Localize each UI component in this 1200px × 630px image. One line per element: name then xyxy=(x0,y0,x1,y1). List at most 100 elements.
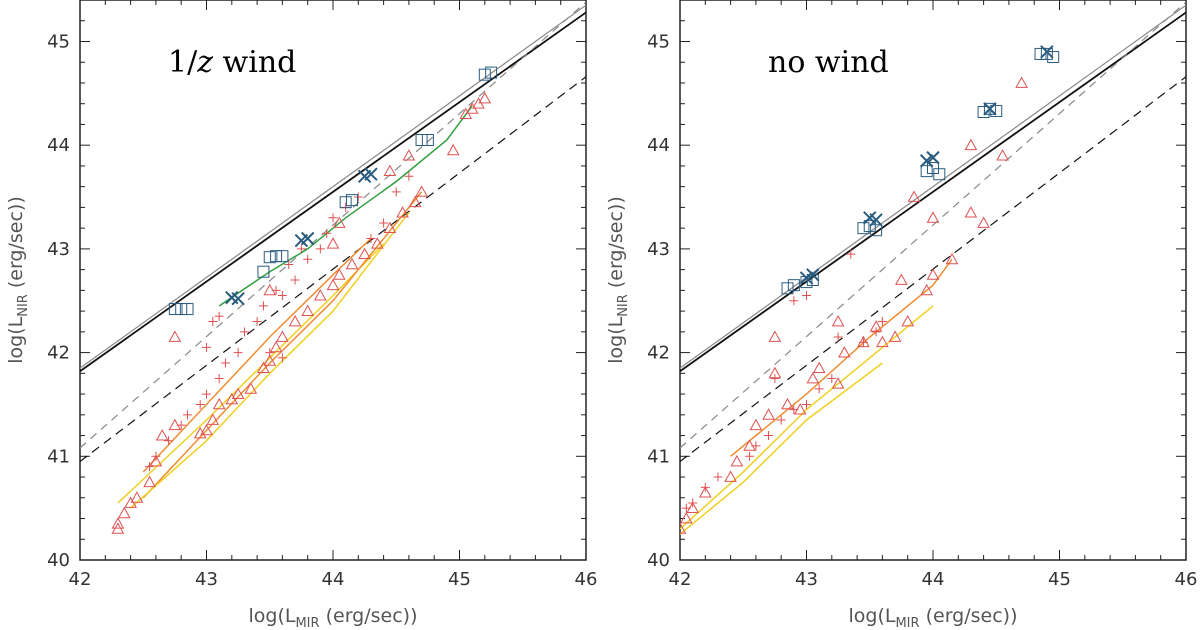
plus-marker xyxy=(379,218,389,228)
triangle-marker xyxy=(143,475,156,488)
plus-marker xyxy=(391,187,401,197)
square-marker xyxy=(983,102,996,115)
square-marker xyxy=(857,222,870,235)
plus-marker xyxy=(366,234,376,244)
x-axis-label-suffix: (erg/sec)) xyxy=(320,605,418,627)
y-tick-label: 41 xyxy=(47,446,70,467)
x-axis-label: log(LMIR (erg/sec)) xyxy=(248,605,417,630)
triangle-marker xyxy=(326,237,340,249)
plus-marker xyxy=(296,244,306,254)
square-marker xyxy=(920,165,933,178)
plus-marker xyxy=(151,451,161,461)
triangle-marker xyxy=(781,397,794,410)
triangle-marker xyxy=(155,429,169,441)
square-marker xyxy=(168,303,181,316)
plus-marker xyxy=(833,332,843,342)
square-marker xyxy=(787,279,800,292)
cross-marker xyxy=(926,150,940,165)
reference-line-dashed-grey xyxy=(680,1,1186,449)
plus-marker xyxy=(770,374,780,384)
triangle-marker xyxy=(793,403,807,415)
x-tick-label: 43 xyxy=(195,569,218,590)
x-tick-label: 42 xyxy=(69,569,92,590)
plus-marker xyxy=(239,327,249,337)
y-tick-label: 43 xyxy=(47,239,70,260)
triangle-marker xyxy=(383,221,397,233)
plus-marker xyxy=(303,254,313,264)
triangle-marker xyxy=(762,408,775,420)
panel-title-prefix: no wind xyxy=(768,45,889,80)
cross-marker xyxy=(863,211,877,225)
triangle-marker xyxy=(724,470,737,482)
plus-marker xyxy=(802,399,811,409)
triangle-marker xyxy=(358,247,371,259)
triangle-marker xyxy=(831,314,845,327)
plus-marker xyxy=(751,441,761,451)
cross-marker xyxy=(806,268,820,282)
plus-marker xyxy=(176,420,186,430)
panel-title-suffix: wind xyxy=(213,45,296,80)
plus-marker xyxy=(802,291,811,301)
plot-area xyxy=(680,1,1186,535)
plus-marker xyxy=(214,311,224,321)
square-marker xyxy=(781,282,794,295)
triangle-marker xyxy=(168,330,182,342)
plus-marker xyxy=(284,259,294,269)
triangle-marker xyxy=(383,164,397,176)
triangle-marker xyxy=(332,216,346,228)
plus-marker xyxy=(290,275,300,285)
triangle-marker xyxy=(370,237,384,249)
x-axis-label: log(LMIR (erg/sec)) xyxy=(848,605,1017,630)
panel-title-italic: z xyxy=(196,45,213,80)
triangle-marker xyxy=(743,439,756,451)
plus-marker xyxy=(271,285,281,295)
triangle-marker xyxy=(680,522,687,534)
triangle-marker xyxy=(231,387,245,399)
reference-line-dashed-black xyxy=(80,76,586,462)
plus-marker xyxy=(681,503,691,513)
x-tick-label: 46 xyxy=(575,569,598,590)
plus-marker xyxy=(202,389,211,399)
plus-marker xyxy=(195,399,205,409)
y-tick-label: 45 xyxy=(47,31,70,52)
plus-marker xyxy=(871,327,881,337)
square-marker xyxy=(977,106,990,118)
square-marker xyxy=(276,250,289,263)
triangle-marker xyxy=(964,206,978,218)
triangle-marker xyxy=(686,501,700,513)
axis-ticks: 42 43 44 45 46 40 41 42 43 44 45 xyxy=(47,0,597,590)
plus-marker xyxy=(183,410,193,420)
triangle-marker xyxy=(276,330,289,342)
plus-marker xyxy=(258,301,268,311)
y-tick-label: 40 xyxy=(47,550,70,571)
plus-marker xyxy=(208,316,218,326)
plus-marker xyxy=(776,415,786,425)
panel-title: no wind xyxy=(768,45,889,80)
plus-marker xyxy=(700,482,710,492)
square-marker xyxy=(339,196,352,209)
curve-yellow-lower xyxy=(680,362,883,535)
square-marker xyxy=(345,194,358,207)
x-tick-label: 44 xyxy=(922,569,945,590)
plus-marker xyxy=(265,348,275,358)
reference-line-dashed-grey xyxy=(80,1,586,449)
triangle-marker xyxy=(301,304,315,316)
x-axis-label-prefix: log(L xyxy=(248,605,295,627)
triangle-marker xyxy=(888,330,902,342)
triangle-marker xyxy=(111,522,125,534)
panel-title-prefix: 1/ xyxy=(168,45,198,80)
x-tick-label: 45 xyxy=(1048,569,1071,590)
y-axis-label: log(LNIR (erg/sec)) xyxy=(5,196,31,364)
x-tick-label: 45 xyxy=(448,569,471,590)
y-axis-label-prefix: log(L xyxy=(5,316,27,363)
y-axis-label-sub: NIR xyxy=(616,294,631,317)
plus-marker xyxy=(846,249,856,259)
plus-marker xyxy=(789,296,799,306)
triangle-marker xyxy=(478,91,492,104)
cross-marker xyxy=(1040,45,1054,59)
plus-marker xyxy=(277,353,287,363)
reference-line-solid-grey xyxy=(80,4,586,369)
